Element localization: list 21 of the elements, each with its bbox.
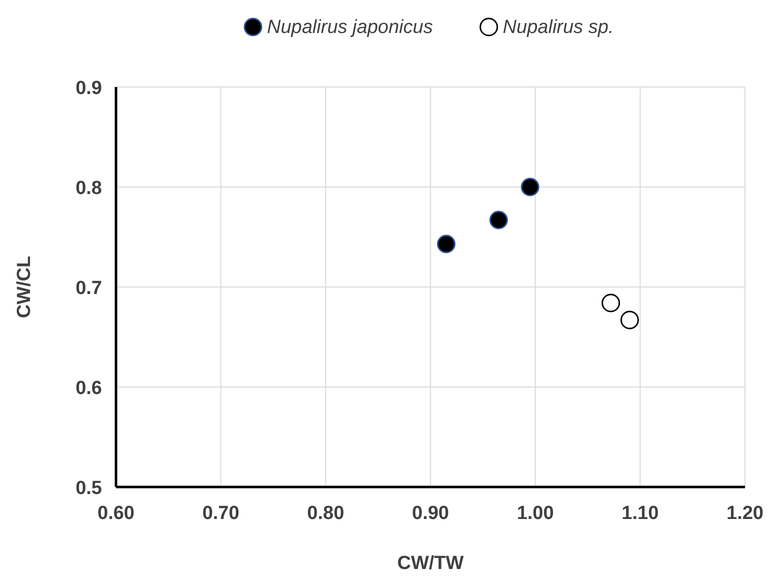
x-tick-label: 1.10 bbox=[622, 503, 659, 524]
y-tick-label: 0.6 bbox=[76, 378, 102, 399]
point bbox=[489, 210, 508, 230]
point bbox=[602, 294, 620, 312]
x-axis-title: CW/TW bbox=[397, 553, 464, 574]
y-tick-label: 0.9 bbox=[76, 78, 102, 99]
x-tick-label: 0.90 bbox=[412, 503, 449, 524]
legend-label: Nupalirus japonicus bbox=[267, 17, 434, 38]
y-tick-label: 0.5 bbox=[76, 478, 102, 499]
y-tick-label: 0.7 bbox=[76, 278, 102, 299]
point bbox=[436, 234, 456, 254]
x-tick-label: 0.80 bbox=[307, 503, 344, 524]
y-axis-title: CW/CL bbox=[14, 255, 35, 318]
x-tick-label: 0.60 bbox=[98, 503, 134, 524]
point bbox=[620, 310, 639, 330]
x-tick-label: 0.70 bbox=[202, 503, 240, 524]
y-tick-label: 0.8 bbox=[76, 178, 102, 199]
x-tick-label: 1.00 bbox=[516, 503, 554, 524]
point bbox=[520, 178, 540, 196]
legend-label: Nupalirus sp. bbox=[502, 17, 614, 38]
x-tick-label: 1.20 bbox=[726, 503, 764, 524]
